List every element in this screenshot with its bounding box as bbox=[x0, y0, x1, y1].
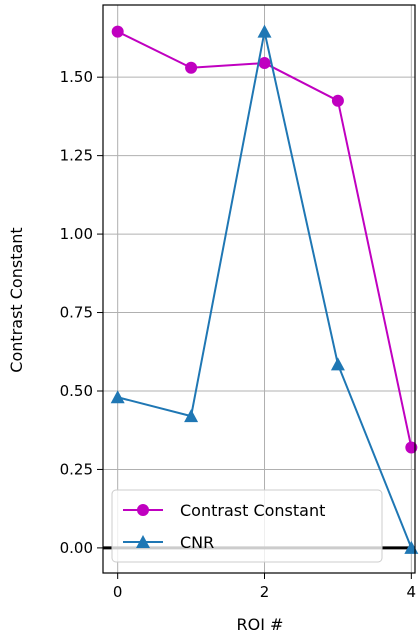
data-point-cnr bbox=[184, 409, 199, 423]
legend: Contrast Constant CNR bbox=[111, 489, 383, 563]
y-axis-label: Contrast Constant bbox=[7, 227, 26, 372]
data-point-contrast-constant bbox=[331, 94, 344, 107]
y-tick-label: 1.50 bbox=[60, 68, 93, 86]
y-tick-label: 0.50 bbox=[60, 382, 93, 400]
plot-frame bbox=[102, 4, 416, 574]
y-tick-label: 0.00 bbox=[60, 539, 93, 557]
x-tick-label: 4 bbox=[407, 583, 417, 601]
data-point-contrast-constant bbox=[185, 61, 198, 74]
legend-label-cnr: CNR bbox=[180, 533, 214, 552]
data-point-cnr bbox=[330, 357, 345, 371]
y-tick-label: 1.00 bbox=[60, 225, 93, 243]
x-tick-label: 2 bbox=[260, 583, 270, 601]
x-axis: 0 2 4 bbox=[113, 573, 416, 601]
legend-label-contrast-constant: Contrast Constant bbox=[180, 501, 325, 520]
grid bbox=[103, 5, 415, 573]
legend-marker-contrast-constant bbox=[137, 504, 149, 516]
data-point-cnr bbox=[110, 390, 125, 404]
y-tick-label: 0.25 bbox=[60, 460, 93, 478]
y-tick-label: 1.25 bbox=[60, 147, 93, 165]
series-group bbox=[110, 24, 419, 554]
axes-border bbox=[102, 4, 416, 574]
data-point-contrast-constant bbox=[111, 25, 124, 38]
y-tick-label: 0.75 bbox=[60, 304, 93, 322]
data-point-contrast-constant bbox=[258, 57, 271, 70]
y-axis: 0.00 0.25 0.50 0.75 1.00 1.25 1.50 bbox=[60, 68, 103, 557]
x-axis-label: ROI # bbox=[237, 615, 284, 634]
x-tick-label: 0 bbox=[113, 583, 123, 601]
legend-box bbox=[111, 489, 383, 563]
data-point-contrast-constant bbox=[405, 441, 418, 454]
data-point-cnr bbox=[257, 24, 272, 38]
legend-marker-cnr bbox=[136, 535, 150, 548]
